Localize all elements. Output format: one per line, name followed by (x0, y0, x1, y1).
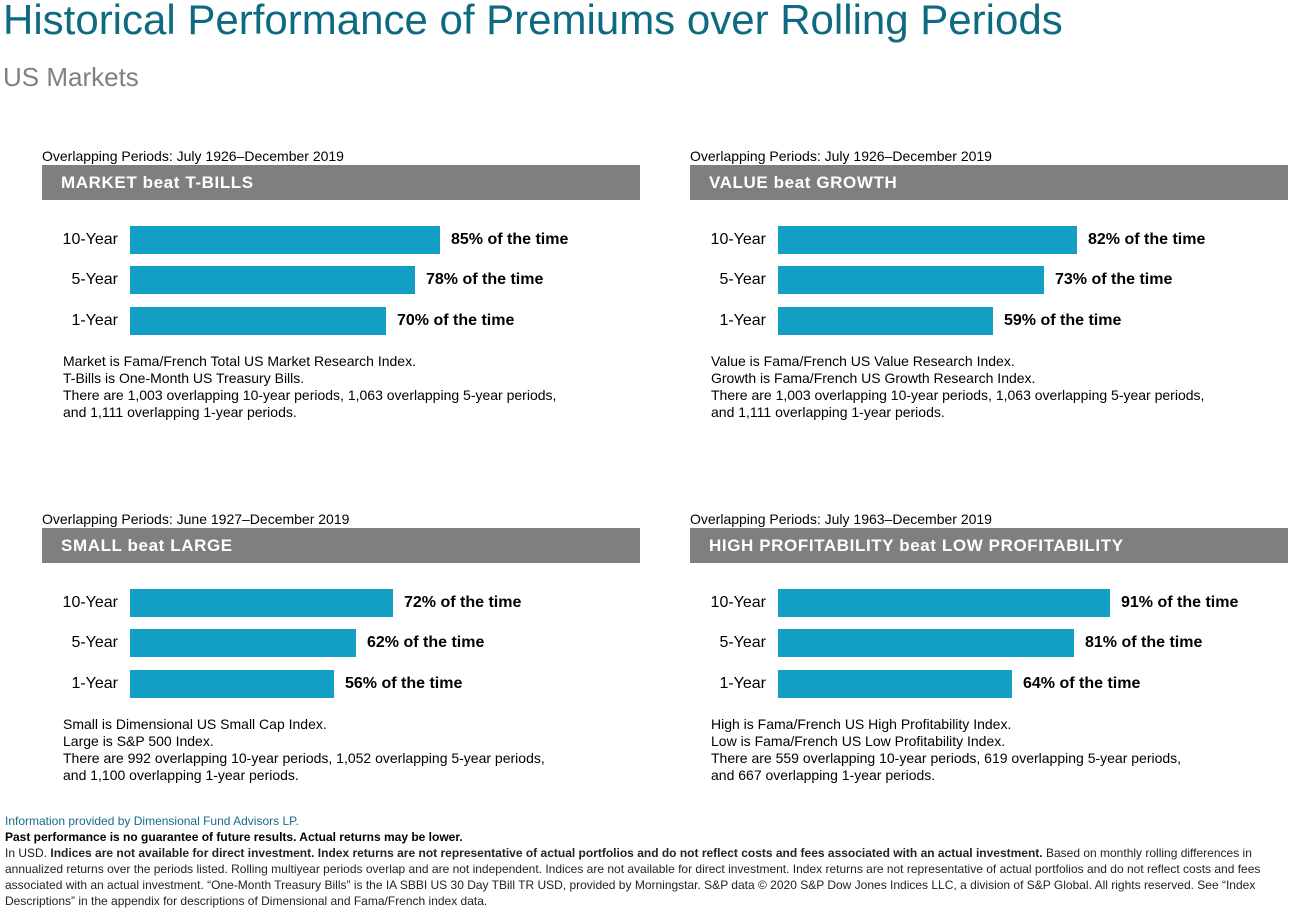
bar-value-label: 59% of the time (1004, 312, 1122, 329)
bar-value-label: 81% of the time (1085, 634, 1203, 651)
note-line: Low is Fama/French US Low Profitability … (711, 733, 1006, 749)
note-line: Value is Fama/French US Value Research I… (711, 353, 1015, 369)
bar (130, 307, 386, 335)
bar-value-label: 91% of the time (1121, 594, 1239, 611)
bar-chart: 10-Year 91% of the time 5-Year 81% of the t… (690, 563, 1288, 703)
bar-row: 5-Year 81% of the time (690, 628, 1288, 668)
bar (130, 589, 393, 617)
bar-chart: 10-Year 72% of the time 5-Year 62% of the t… (42, 563, 640, 703)
category-label: 5-Year (71, 271, 118, 288)
note-line: Large is S&P 500 Index. (63, 733, 214, 749)
bar-row: 1-Year 56% of the time (42, 669, 640, 709)
category-label: 1-Year (71, 675, 118, 692)
category-label: 5-Year (71, 634, 118, 651)
note-line: There are 559 overlapping 10-year period… (711, 750, 1182, 766)
note-line: High is Fama/French US High Profitabilit… (711, 716, 1012, 732)
bar (778, 307, 993, 335)
note-line: T-Bills is One-Month US Treasury Bills. (63, 370, 305, 386)
bar (778, 629, 1074, 657)
chart-title-banner: MARKET beat T-BILLS (42, 165, 640, 200)
note-line: and 1,111 overlapping 1-year periods. (63, 404, 297, 420)
chart-panel-market: Overlapping Periods: July 1926–December … (42, 148, 640, 428)
bar-value-label: 85% of the time (451, 231, 569, 248)
bar-row: 1-Year 70% of the time (42, 306, 640, 346)
bar-value-label: 78% of the time (426, 271, 544, 288)
chart-period: Overlapping Periods: July 1926–December … (690, 148, 992, 164)
note-line: There are 1,003 overlapping 10-year peri… (63, 387, 557, 403)
bar (130, 226, 440, 254)
bar-row: 10-Year 85% of the time (42, 225, 640, 265)
bar (130, 266, 415, 294)
chart-title-banner: VALUE beat GROWTH (690, 165, 1288, 200)
note-line: Small is Dimensional US Small Cap Index. (63, 716, 327, 732)
bar (778, 589, 1110, 617)
category-label: 1-Year (719, 675, 766, 692)
note-line: and 667 overlapping 1-year periods. (711, 767, 936, 783)
chart-notes: Market is Fama/French Total US Market Re… (63, 353, 556, 421)
category-label: 10-Year (62, 231, 118, 248)
chart-notes: Value is Fama/French US Value Research I… (711, 353, 1204, 421)
bar-value-label: 62% of the time (367, 634, 485, 651)
legal-text: In USD. Indices are not available for di… (5, 845, 1290, 909)
note-line: There are 1,003 overlapping 10-year peri… (711, 387, 1205, 403)
bar-row: 5-Year 73% of the time (690, 265, 1288, 305)
note-line: and 1,111 overlapping 1-year periods. (711, 404, 945, 420)
category-label: 10-Year (710, 594, 766, 611)
source-note: Information provided by Dimensional Fund… (5, 814, 299, 828)
category-label: 10-Year (710, 231, 766, 248)
bar (778, 670, 1012, 698)
bar-row: 1-Year 64% of the time (690, 669, 1288, 709)
category-label: 1-Year (71, 312, 118, 329)
bar-value-label: 72% of the time (404, 594, 522, 611)
bar-chart: 10-Year 82% of the time 5-Year 73% of the t… (690, 200, 1288, 340)
bar (778, 226, 1077, 254)
note-line: Market is Fama/French Total US Market Re… (63, 353, 416, 369)
bar-chart: 10-Year 85% of the time 5-Year 78% of the t… (42, 200, 640, 340)
chart-title-banner: HIGH PROFITABILITY beat LOW PROFITABILIT… (690, 528, 1288, 563)
chart-panel-profitability: Overlapping Periods: July 1963–December … (690, 511, 1288, 791)
category-label: 10-Year (62, 594, 118, 611)
chart-period: Overlapping Periods: July 1926–December … (42, 148, 344, 164)
bar-row: 5-Year 78% of the time (42, 265, 640, 305)
legal-rest: Based on monthly rolling differences in … (5, 846, 1261, 908)
category-label: 1-Year (719, 312, 766, 329)
bar (778, 266, 1044, 294)
bar-value-label: 73% of the time (1055, 271, 1173, 288)
bar-value-label: 56% of the time (345, 675, 463, 692)
bar-row: 5-Year 62% of the time (42, 628, 640, 668)
chart-panel-value: Overlapping Periods: July 1926–December … (690, 148, 1288, 428)
bar-row: 10-Year 82% of the time (690, 225, 1288, 265)
chart-period: Overlapping Periods: July 1963–December … (690, 511, 992, 527)
chart-notes: High is Fama/French US High Profitabilit… (711, 716, 1181, 784)
chart-panel-size: Overlapping Periods: June 1927–December … (42, 511, 640, 791)
page-title: Historical Performance of Premiums over … (3, 0, 1063, 43)
note-line: Growth is Fama/French US Growth Research… (711, 370, 1036, 386)
note-line: and 1,100 overlapping 1-year periods. (63, 767, 299, 783)
category-label: 5-Year (719, 634, 766, 651)
bar-row: 10-Year 91% of the time (690, 588, 1288, 628)
page-subtitle: US Markets (3, 62, 139, 92)
chart-title-banner: SMALL beat LARGE (42, 528, 640, 563)
legal-prefix: In USD. (5, 846, 51, 860)
chart-period: Overlapping Periods: June 1927–December … (42, 511, 350, 527)
disclaimer: Past performance is no guarantee of futu… (5, 830, 463, 844)
bar (130, 670, 334, 698)
bar-row: 10-Year 72% of the time (42, 588, 640, 628)
chart-notes: Small is Dimensional US Small Cap Index.… (63, 716, 545, 784)
footer: Information provided by Dimensional Fund… (5, 813, 1290, 909)
bar-value-label: 70% of the time (397, 312, 515, 329)
note-line: There are 992 overlapping 10-year period… (63, 750, 545, 766)
bar-row: 1-Year 59% of the time (690, 306, 1288, 346)
category-label: 5-Year (719, 271, 766, 288)
bar-value-label: 82% of the time (1088, 231, 1206, 248)
legal-bold: Indices are not available for direct inv… (50, 846, 1043, 860)
bar-value-label: 64% of the time (1023, 675, 1141, 692)
bar (130, 629, 356, 657)
